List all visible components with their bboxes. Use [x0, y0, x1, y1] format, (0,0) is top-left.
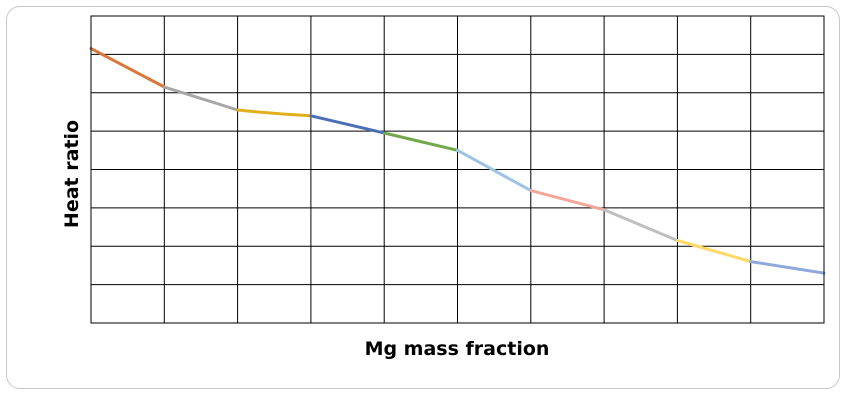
chart-card	[6, 6, 840, 389]
series-segment-8	[602, 208, 679, 242]
series-segment-9	[675, 239, 753, 264]
series-segment-2	[162, 85, 240, 112]
y-axis-title: Heat ratio	[61, 120, 83, 228]
series-segment-7	[529, 189, 606, 212]
series-segment-6	[456, 148, 533, 193]
grid	[91, 16, 824, 323]
plot-area-border	[90, 15, 825, 324]
series-segment-3	[236, 108, 313, 118]
series-segment-5	[382, 131, 459, 152]
series-lines	[89, 47, 826, 275]
series-segment-4	[309, 114, 386, 135]
series-segment-1	[89, 47, 166, 89]
series-segment-10	[749, 260, 826, 275]
x-axis-title: Mg mass fraction	[365, 338, 550, 360]
